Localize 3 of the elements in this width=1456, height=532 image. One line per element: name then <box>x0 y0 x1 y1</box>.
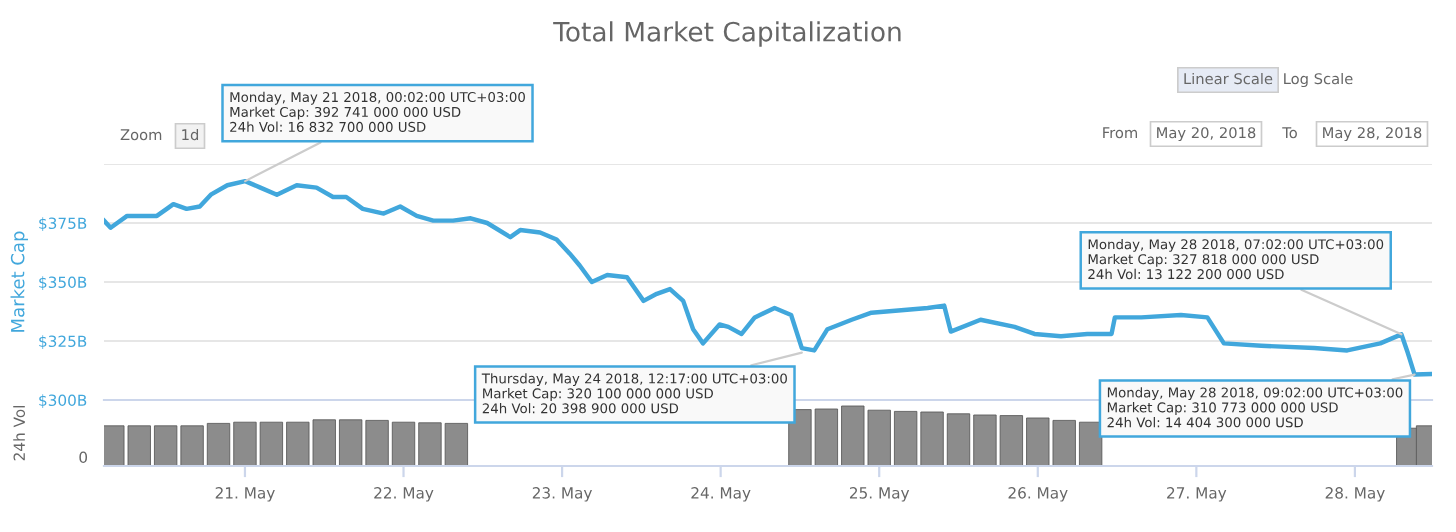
line-series <box>104 178 1432 377</box>
y-axis-title: Market Cap <box>10 231 28 332</box>
chart-title: Total Market Capitalization <box>553 21 901 47</box>
